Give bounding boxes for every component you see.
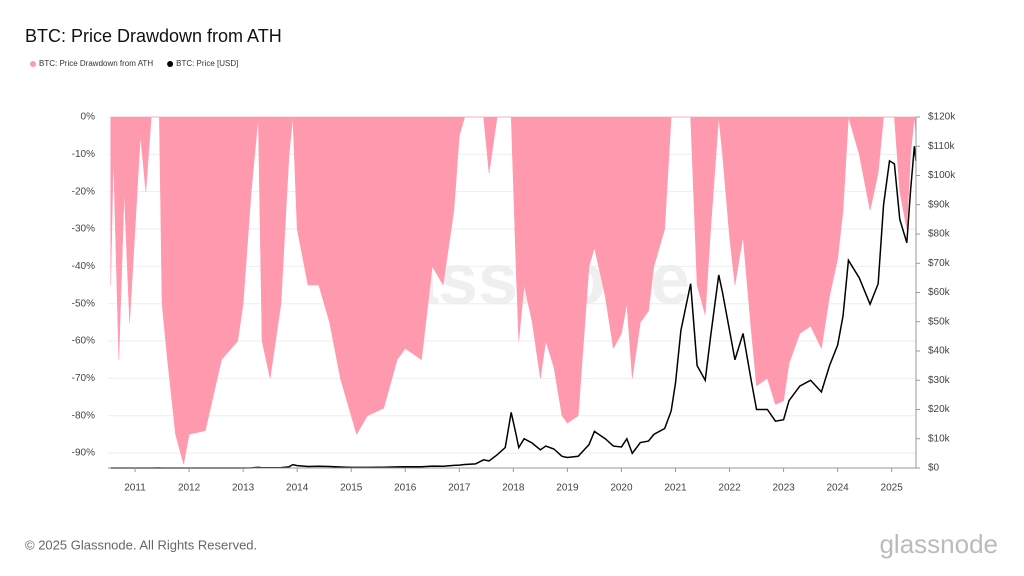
legend-swatch [167, 61, 174, 67]
legend-swatch [30, 61, 36, 67]
y2-tick-label: $120k [928, 112, 956, 123]
y2-tick-label: $80k [928, 229, 951, 240]
y-tick-label: -60% [72, 336, 95, 347]
y-tick-label: -20% [72, 186, 95, 197]
x-tick-label: 2020 [610, 483, 633, 494]
x-tick-label: 2017 [448, 483, 471, 494]
x-tick-label: 2023 [772, 483, 795, 494]
x-tick-label: 2016 [394, 483, 417, 494]
chart-title: BTC: Price Drawdown from ATH [25, 26, 282, 46]
x-tick-label: 2019 [556, 483, 579, 494]
y2-tick-label: $90k [928, 199, 951, 210]
y-tick-label: -10% [72, 149, 95, 160]
x-tick-label: 2013 [232, 483, 255, 494]
x-tick-label: 2021 [664, 483, 687, 494]
y-tick-label: -30% [72, 224, 95, 235]
drawdown-area [110, 116, 917, 465]
y2-tick-label: $70k [928, 258, 951, 269]
y2-tick-label: $50k [928, 316, 951, 327]
footer: © 2025 Glassnode. All Rights Reserved. [25, 537, 257, 552]
y2-tick-label: $100k [928, 170, 956, 181]
x-tick-label: 2022 [718, 483, 741, 494]
y-tick-label: -70% [72, 373, 95, 384]
y2-tick-label: $20k [928, 404, 951, 415]
x-tick-label: 2015 [340, 483, 363, 494]
x-tick-label: 2012 [178, 483, 201, 494]
x-tick-label: 2014 [286, 483, 309, 494]
logo: glassnode [879, 529, 998, 559]
y2-tick-label: $0 [928, 463, 940, 474]
y2-tick-label: $40k [928, 346, 951, 357]
x-tick-label: 2024 [827, 483, 850, 494]
x-tick-label: 2025 [881, 483, 904, 494]
y2-tick-label: $10k [928, 433, 951, 444]
y2-tick-label: $60k [928, 287, 951, 298]
legend-label: BTC: Price [USD] [176, 59, 238, 68]
y-tick-label: -80% [72, 410, 95, 421]
x-tick-label: 2011 [124, 483, 146, 494]
y-tick-label: 0% [81, 112, 96, 123]
plot [108, 116, 917, 469]
y2-tick-label: $110k [928, 141, 956, 152]
x-tick-label: 2018 [502, 483, 525, 494]
y-tick-label: -40% [72, 261, 95, 272]
legend-label: BTC: Price Drawdown from ATH [39, 59, 153, 68]
y-tick-label: -50% [72, 298, 95, 309]
y2-tick-label: $30k [928, 375, 951, 386]
y-tick-label: -90% [72, 448, 95, 459]
